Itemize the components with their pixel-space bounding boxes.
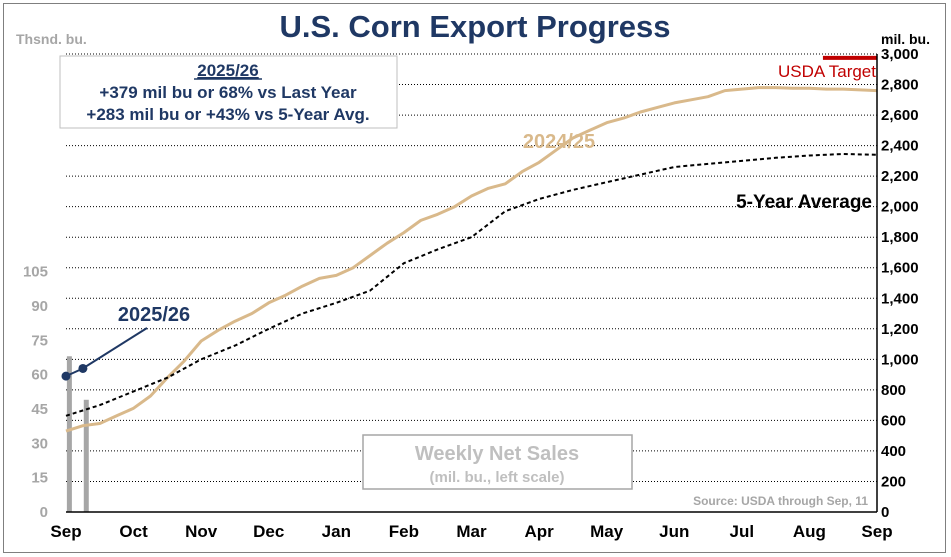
series-line-5-year-average bbox=[65, 153, 878, 417]
right-axis-tick-label: 2,400 bbox=[881, 138, 919, 155]
chart-labels: U.S. Corn Export Progress Thsnd. bu. mil… bbox=[16, 9, 930, 508]
x-axis-tick-label: Dec bbox=[253, 522, 284, 541]
summary-box-heading: 2025/26 bbox=[197, 61, 258, 80]
left-axis-unit-label: Thsnd. bu. bbox=[16, 31, 87, 47]
right-axis-tick-label: 600 bbox=[881, 412, 906, 429]
summary-box-line-2: +283 mil bu or +43% vs 5-Year Avg. bbox=[86, 105, 369, 124]
right-axis-tick-label: 1,400 bbox=[881, 290, 919, 307]
x-axis-tick-label: Jul bbox=[730, 522, 755, 541]
right-axis-tick-label: 1,800 bbox=[881, 229, 919, 246]
left-axis-tick-label: 0 bbox=[40, 504, 48, 521]
weekly-net-sales-bar bbox=[66, 356, 72, 512]
x-axis-tick-label: Jun bbox=[659, 522, 689, 541]
x-axis-tick-label: Oct bbox=[119, 522, 148, 541]
right-axis-tick-label: 3,000 bbox=[881, 46, 919, 63]
annotation-pointer-line bbox=[85, 327, 148, 368]
series-label-2024-25: 2024/25 bbox=[523, 131, 595, 153]
axes: 02004006008001,0001,2001,4001,6001,8002,… bbox=[23, 46, 919, 541]
chart-frame: 0 200 400 600 800 1,000 1,200 1,400 1,600 1,800 2,… bbox=[3, 3, 946, 553]
series-point-2025-26 bbox=[78, 363, 88, 373]
right-axis-unit-label: mil. bu. bbox=[881, 31, 930, 47]
weekly-sales-legend-title: Weekly Net Sales bbox=[415, 443, 579, 465]
series-point-2025-26 bbox=[61, 371, 71, 381]
right-axis-tick-label: 800 bbox=[881, 382, 906, 399]
x-axis-tick-label: Sep bbox=[50, 522, 81, 541]
series-line-2024-25 bbox=[65, 86, 878, 433]
right-axis-tick-label: 200 bbox=[881, 473, 906, 490]
weekly-net-sales-bar bbox=[83, 399, 89, 512]
x-axis-tick-label: Aug bbox=[793, 522, 826, 541]
right-axis-tick-label: 2,000 bbox=[881, 199, 919, 216]
left-axis-tick-label: 30 bbox=[31, 435, 48, 452]
right-axis-tick-label: 1,000 bbox=[881, 351, 919, 368]
right-axis-tick-label: 1,600 bbox=[881, 260, 919, 277]
x-axis-tick-label: Feb bbox=[389, 522, 419, 541]
summary-box-line-1: +379 mil bu or 68% vs Last Year bbox=[99, 83, 357, 102]
right-axis-tick-label: 2,800 bbox=[881, 77, 919, 94]
x-axis-tick-label: May bbox=[590, 522, 624, 541]
gridlines bbox=[66, 53, 877, 482]
x-axis-tick-label: Apr bbox=[524, 522, 554, 541]
right-axis-tick-label: 400 bbox=[881, 443, 906, 460]
summary-box bbox=[59, 55, 398, 129]
series-label-5-year-average: 5-Year Average bbox=[736, 192, 872, 213]
right-axis-tick-label: 1,200 bbox=[881, 321, 919, 338]
left-axis-tick-label: 105 bbox=[23, 264, 48, 281]
weekly-sales-legend-subtitle: (mil. bu., left scale) bbox=[429, 469, 564, 486]
usda-target-label: USDA Target bbox=[778, 62, 876, 81]
left-axis-tick-label: 45 bbox=[31, 401, 48, 418]
weekly-sales-legend-box bbox=[362, 434, 633, 490]
weekly-bars bbox=[66, 356, 89, 512]
x-axis-tick-label: Jan bbox=[322, 522, 351, 541]
series-lines bbox=[61, 55, 878, 433]
x-axis-tick-label: Mar bbox=[456, 522, 487, 541]
right-axis-tick-label: 2,200 bbox=[881, 168, 919, 185]
left-axis-tick-label: 15 bbox=[31, 470, 48, 487]
source-note: Source: USDA through Sep, 11 bbox=[693, 494, 868, 508]
right-axis-tick-label: 2,600 bbox=[881, 107, 919, 124]
left-axis-tick-label: 90 bbox=[31, 298, 48, 315]
x-axis-tick-label: Sep bbox=[861, 522, 892, 541]
chart-title: U.S. Corn Export Progress bbox=[279, 9, 670, 44]
x-axis-tick-label: Nov bbox=[185, 522, 218, 541]
right-axis-tick-label: 0 bbox=[881, 504, 889, 521]
left-axis-tick-label: 75 bbox=[31, 332, 48, 349]
left-axis-tick-label: 60 bbox=[31, 367, 48, 384]
series-label-2025-26: 2025/26 bbox=[118, 304, 190, 326]
chart: 02004006008001,0001,2001,4001,6001,8002,… bbox=[16, 9, 930, 541]
